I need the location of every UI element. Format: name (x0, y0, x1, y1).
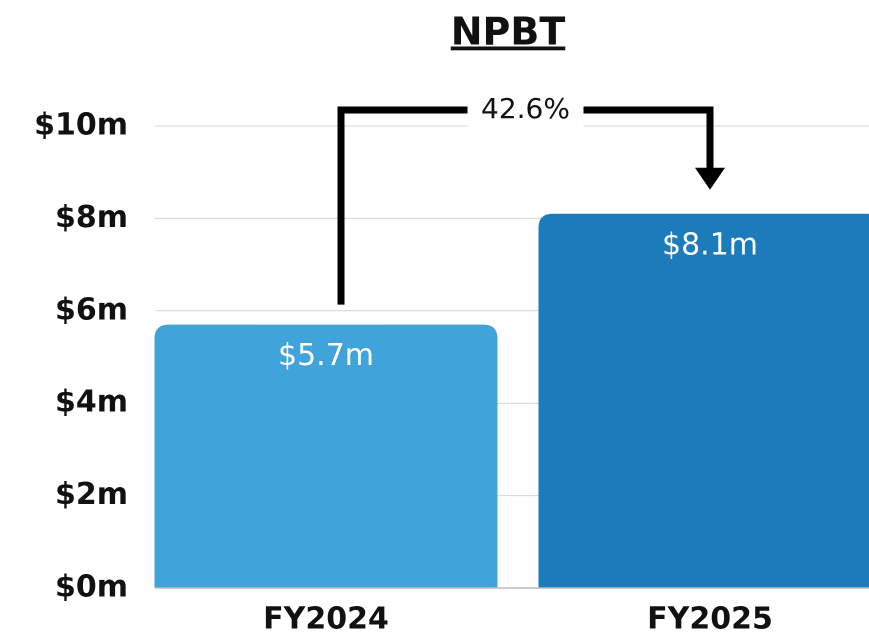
bar (154, 324, 498, 588)
x-tick-label: FY2024 (263, 602, 389, 637)
y-tick-label: $8m (55, 200, 128, 235)
value-label: $5.7m (278, 338, 374, 373)
y-tick-label: $4m (55, 385, 128, 420)
y-tick-label: $6m (55, 292, 128, 327)
annotation-bg (467, 92, 584, 128)
chart-title: NPBT (451, 10, 566, 54)
x-tick-label: FY2025 (647, 602, 773, 637)
y-tick-label: $2m (55, 477, 128, 512)
change-arrowhead (695, 167, 725, 190)
value-label: $8.1m (662, 227, 758, 262)
y-tick-label: $0m (55, 570, 128, 605)
y-tick-label: $10m (34, 108, 128, 143)
bar (538, 213, 869, 588)
change-annotation: 42.6% (481, 92, 570, 125)
